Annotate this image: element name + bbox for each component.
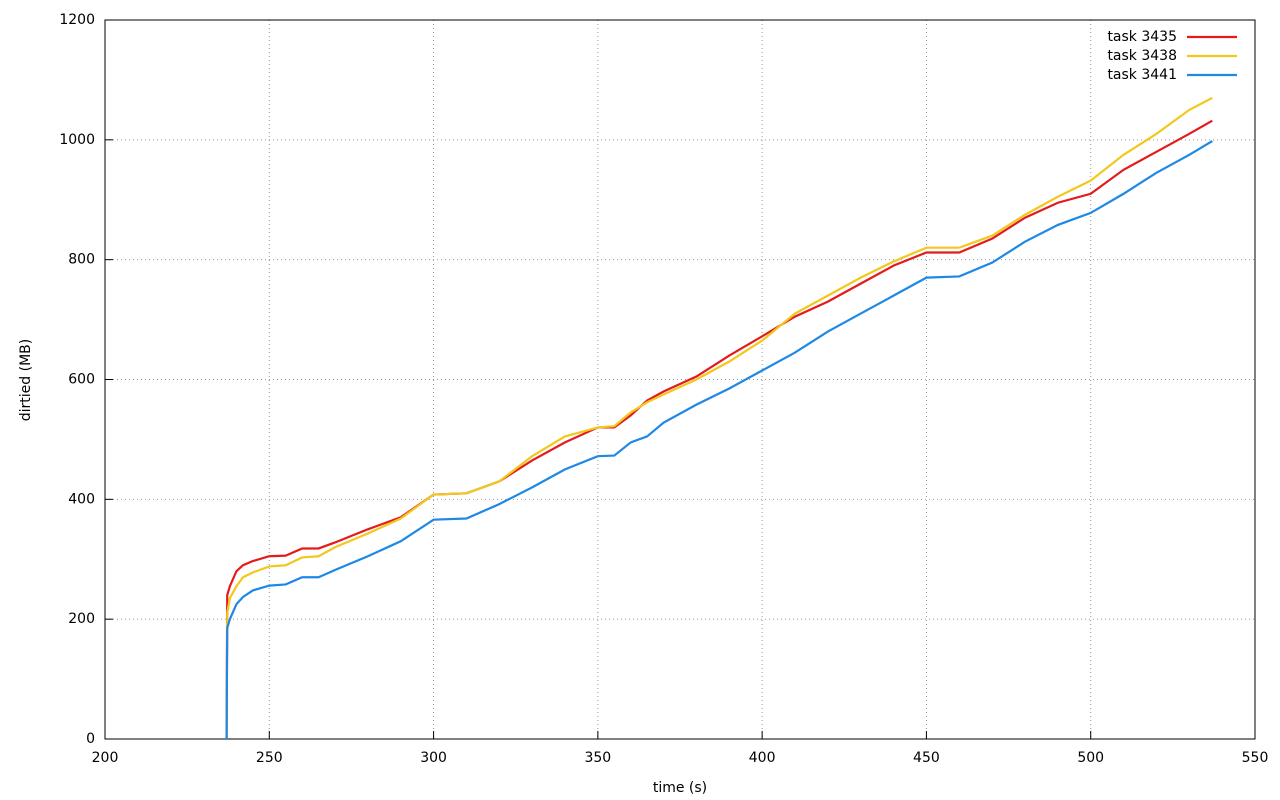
x-tick-label: 500 (1077, 750, 1104, 766)
x-tick-label: 450 (913, 750, 940, 766)
x-tick-label: 400 (749, 750, 776, 766)
y-tick-label: 800 (68, 252, 95, 268)
legend-label: task 3438 (1107, 48, 1177, 64)
plot-border (104, 19, 1256, 740)
y-tick-label: 0 (86, 731, 95, 747)
legend-label: task 3435 (1107, 29, 1177, 45)
y-tick-label: 1200 (59, 12, 95, 28)
data-line (225, 96, 1213, 740)
y-axis-label: dirtied (MB) (18, 339, 34, 421)
x-tick-label: 300 (420, 750, 447, 766)
legend-label: task 3441 (1107, 67, 1177, 83)
y-tick-label: 600 (68, 372, 95, 388)
y-tick-label: 200 (68, 611, 95, 627)
x-tick-label: 350 (584, 750, 611, 766)
x-tick-label: 200 (92, 750, 119, 766)
data-line (225, 119, 1213, 740)
x-tick-label: 250 (256, 750, 283, 766)
data-line (225, 140, 1213, 740)
x-tick-label: 550 (1242, 750, 1269, 766)
y-tick-label: 1000 (59, 132, 95, 148)
y-tick-label: 400 (68, 491, 95, 507)
x-axis-label: time (s) (653, 780, 707, 796)
